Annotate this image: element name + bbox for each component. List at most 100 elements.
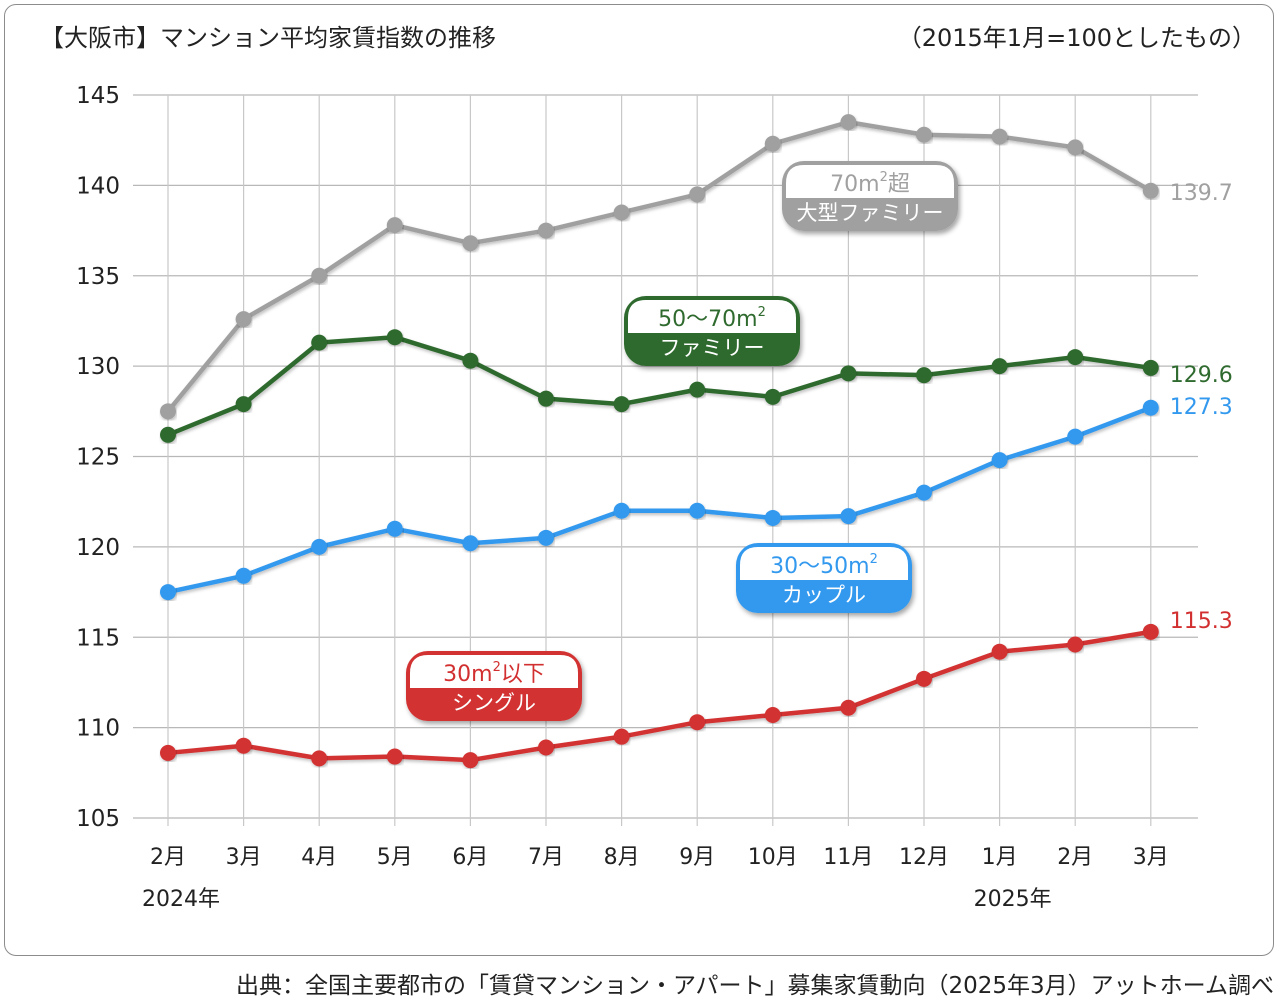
data-point [1142,623,1159,640]
end-value-label: 115.3 [1170,609,1233,634]
x-tick-label: 10月 [748,845,798,870]
legend-tag-size-label: 50〜70m2 [658,305,766,332]
y-tick-label: 130 [76,354,120,380]
legend-tag-top [628,300,796,333]
x-tick-label: 8月 [604,845,640,870]
series-layer: 139.7 129.6 127.3 115.3 [160,114,1233,769]
data-point [764,509,781,526]
legend-tag-2: 30〜50m2 カップル [736,543,912,613]
chart-subtitle: （2015年1月=100としたもの） [897,24,1256,52]
data-point [462,235,479,252]
legend-tag-top [786,165,954,198]
data-point [538,222,554,239]
x-tick-label: 2月 [150,845,186,870]
data-point [311,334,328,351]
data-point [1067,428,1084,445]
data-point [916,670,932,687]
y-tick-label: 120 [76,535,120,561]
data-point [689,186,706,203]
y-tick-label: 115 [76,625,120,651]
legend-tag-1: 50〜70m2 ファミリー [624,296,800,366]
legend-tag-size-label: 30m2以下 [443,660,545,687]
data-point [689,714,706,731]
x-tick-label: 5月 [377,845,413,870]
data-point [235,567,252,584]
data-point [1067,139,1084,156]
legend-tag-type-label: 大型ファミリー [797,201,944,225]
series-1: 129.6 [160,329,1233,443]
end-value-label: 129.6 [1170,363,1233,388]
data-point [916,484,932,501]
data-point [311,538,328,555]
data-point [840,699,857,716]
data-point [991,128,1008,145]
data-point [235,311,252,328]
line-chart: 145 140 135 130 125 120 115 110 105 2月 3月 4月 5月 6月 7月 8… [76,83,1233,912]
x-tick-label: 2月 [1057,845,1093,870]
x-tick-label: 4月 [301,845,337,870]
data-point [160,403,176,420]
data-point [1067,636,1084,653]
y-tick-label: 125 [76,445,120,471]
legend-tag-top [410,655,578,688]
data-point [991,452,1008,469]
data-point [462,352,479,369]
y-tick-label: 105 [76,806,120,832]
data-point [991,643,1008,660]
data-point [538,390,554,407]
axis-layer: 145 140 135 130 125 120 115 110 105 2月 3月 4月 5月 6月 7月 8… [76,83,1169,912]
legend-tag-type-label: カップル [782,583,866,607]
data-point [1142,399,1159,416]
data-point [235,396,252,413]
chart-frame [4,4,1274,956]
data-point [160,426,176,443]
data-point [689,502,706,519]
data-point [840,508,857,525]
x-tick-label: 6月 [452,845,488,870]
data-point [613,396,630,413]
y-tick-label: 135 [76,264,120,290]
year-label: 2025年 [974,887,1052,912]
data-point [386,217,403,234]
legend-tag-type-label: ファミリー [660,336,765,360]
data-point [764,135,781,152]
data-point [386,329,403,346]
source-note: 出典：全国主要都市の「賃貸マンション・アパート」募集家賃動向（2025年3月）ア… [235,973,1274,999]
data-point [538,529,554,546]
y-tick-label: 140 [76,173,120,199]
data-point [916,367,932,384]
data-point [462,535,479,552]
legend-tag-size-label: 30〜50m2 [770,552,878,579]
data-point [613,502,630,519]
legend-tag-type-label: シングル [452,691,536,715]
data-point [613,204,630,221]
data-point [764,388,781,405]
data-point [689,381,706,398]
x-tick-label: 3月 [1133,845,1169,870]
grid-layer [133,94,1198,826]
legend-tag-top [740,547,908,580]
data-point [613,728,630,745]
data-point [916,126,932,143]
chart-title: 【大阪市】マンション平均家賃指数の推移 [40,24,496,52]
x-tick-label: 12月 [899,845,949,870]
data-point [1142,182,1159,199]
y-tick-label: 145 [76,83,120,109]
data-point [1142,359,1159,376]
series-line [165,334,1154,438]
x-tick-label: 3月 [226,845,262,870]
series-line [165,629,1154,763]
data-point [538,739,554,756]
x-tick-label: 9月 [679,845,715,870]
data-point [160,744,176,761]
year-label: 2024年 [142,887,220,912]
end-value-label: 127.3 [1170,395,1233,420]
series-line [165,405,1154,595]
series-0: 139.7 [160,114,1233,420]
series-3: 115.3 [160,609,1233,769]
data-point [386,520,403,537]
data-point [462,752,479,769]
